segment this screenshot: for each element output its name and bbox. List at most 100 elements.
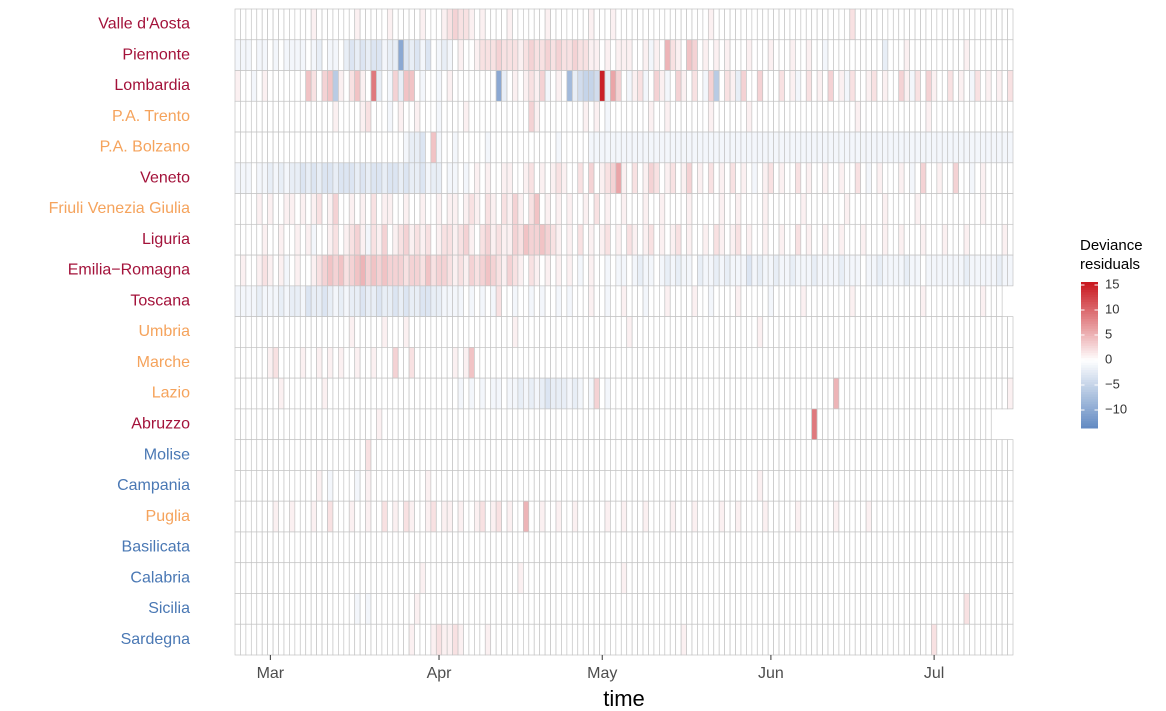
heatmap-cell: [566, 100, 573, 133]
heatmap-cell: [370, 500, 377, 533]
heatmap-cell: [321, 316, 328, 348]
heatmap-cell: [729, 223, 736, 256]
heatmap-cell: [332, 285, 339, 317]
heatmap-cell: [729, 100, 736, 133]
heatmap-cell: [392, 408, 399, 441]
heatmap-cell: [871, 131, 878, 164]
heatmap-cell: [446, 285, 453, 317]
heatmap-cell: [501, 285, 508, 317]
heatmap-cell: [969, 623, 976, 656]
heatmap-cell: [1007, 531, 1014, 564]
heatmap-cell: [941, 531, 949, 564]
heatmap-cell: [338, 347, 345, 379]
heatmap-cell: [261, 193, 268, 225]
heatmap-cell: [947, 531, 954, 564]
heatmap-cell: [555, 470, 562, 502]
heatmap-cell: [403, 439, 410, 471]
heatmap-cell: [615, 531, 622, 564]
heatmap-cell: [245, 193, 252, 225]
heatmap-cell: [289, 285, 296, 317]
heatmap-cell: [348, 347, 356, 379]
heatmap-cell: [305, 623, 312, 656]
heatmap-cell: [963, 531, 970, 564]
heatmap-cell: [533, 8, 541, 41]
heatmap-cell: [555, 8, 562, 41]
heatmap-cell: [610, 100, 617, 133]
heatmap-cell: [843, 39, 851, 71]
heatmap-cell: [501, 439, 508, 471]
heatmap-cell: [240, 193, 247, 225]
heatmap-cell: [555, 162, 562, 194]
heatmap-cell: [756, 623, 764, 656]
heatmap-cell: [974, 8, 981, 41]
heatmap-cell: [969, 408, 976, 441]
heatmap-cell: [990, 562, 998, 594]
heatmap-cell: [990, 39, 998, 71]
heatmap-cell: [740, 254, 747, 287]
heatmap-cell: [784, 408, 791, 441]
colorbar-segment: [1081, 367, 1098, 371]
heatmap-cell: [724, 39, 731, 71]
heatmap-cell: [838, 193, 845, 225]
heatmap-cell: [713, 377, 720, 410]
heatmap-cell: [278, 39, 285, 71]
heatmap-cell: [506, 439, 513, 471]
heatmap-cell: [898, 562, 905, 594]
heatmap-cell: [833, 562, 840, 594]
heatmap-cell: [909, 623, 916, 656]
heatmap-cell: [365, 500, 372, 533]
heatmap-cell: [599, 593, 606, 625]
heatmap-cell: [408, 377, 415, 410]
heatmap-cell: [909, 162, 916, 194]
heatmap-cell: [599, 254, 606, 287]
heatmap-cell: [724, 623, 731, 656]
heatmap-cell: [805, 531, 813, 564]
heatmap-cell: [686, 408, 693, 441]
heatmap-cell: [620, 100, 628, 133]
heatmap-cell: [642, 193, 649, 225]
heatmap-cell: [724, 500, 731, 533]
heatmap-cell: [1001, 316, 1008, 348]
heatmap-cell: [740, 100, 747, 133]
heatmap-cell: [952, 377, 959, 410]
heatmap-cell: [903, 285, 910, 317]
heatmap-cell: [707, 254, 715, 287]
heatmap-cell: [359, 254, 366, 287]
heatmap-cell: [517, 377, 524, 410]
heatmap-cell: [865, 131, 872, 164]
heatmap-cell: [958, 531, 965, 564]
heatmap-cell: [430, 223, 437, 256]
heatmap-cell: [501, 377, 508, 410]
heatmap-cell: [985, 562, 992, 594]
heatmap-cell: [376, 100, 383, 133]
heatmap-cell: [827, 100, 834, 133]
heatmap-cell: [430, 439, 437, 471]
heatmap-cell: [278, 254, 285, 287]
heatmap-cell: [887, 562, 894, 594]
heatmap-cell: [479, 223, 486, 256]
heatmap-cell: [435, 131, 443, 164]
heatmap-cell: [811, 254, 818, 287]
heatmap-cell: [359, 223, 366, 256]
heatmap-cell: [256, 223, 263, 256]
heatmap-cell: [435, 347, 443, 379]
heatmap-cell: [843, 285, 851, 317]
heatmap-cell: [843, 408, 851, 441]
colorbar-segment: [1081, 425, 1098, 429]
heatmap-cell: [631, 162, 638, 194]
heatmap-cell: [653, 100, 660, 133]
heatmap-cell: [250, 593, 258, 625]
heatmap-cell: [365, 39, 372, 71]
heatmap-cell: [865, 439, 872, 471]
heatmap-cell: [762, 531, 769, 564]
heatmap-cell: [457, 562, 464, 594]
heatmap-cell: [762, 223, 769, 256]
heatmap-cell: [653, 193, 660, 225]
heatmap-cell: [833, 377, 840, 410]
heatmap-cell: [724, 439, 731, 471]
heatmap-cell: [250, 39, 258, 71]
heatmap-cell: [849, 223, 856, 256]
heatmap-cell: [490, 100, 497, 133]
heatmap-cell: [697, 623, 704, 656]
